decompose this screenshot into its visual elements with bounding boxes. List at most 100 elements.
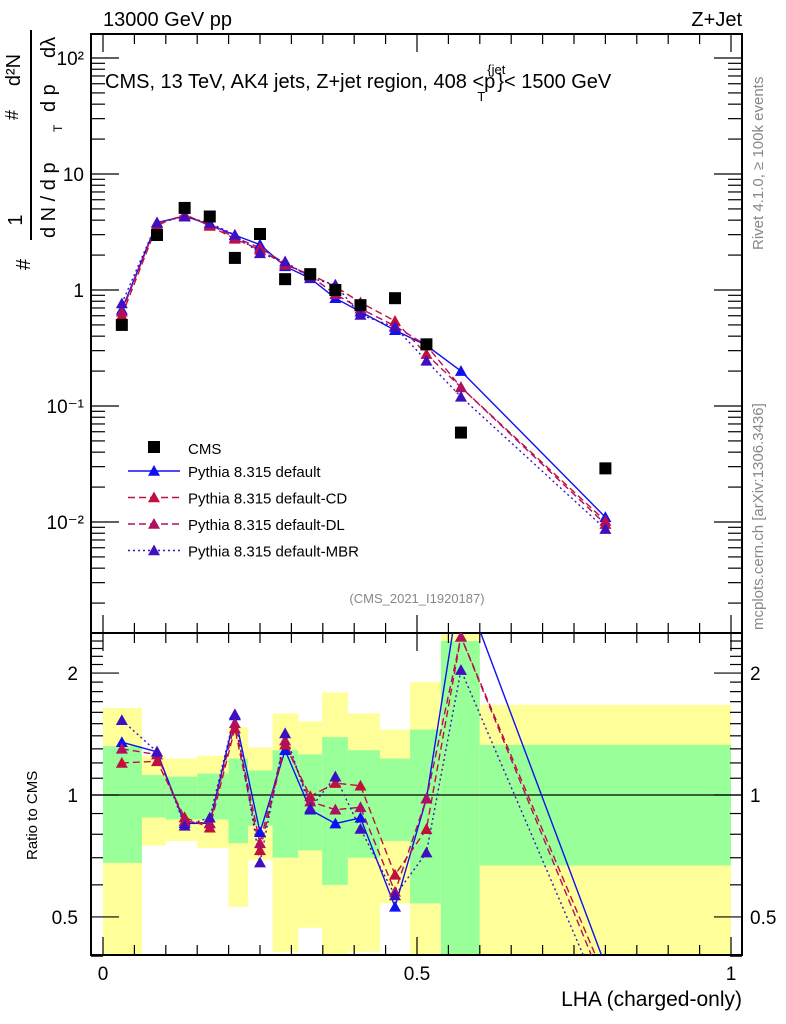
- series-marker: [254, 241, 266, 253]
- ratio-marker: [115, 756, 128, 768]
- ratio-marker: [115, 742, 128, 754]
- ratio-marker: [304, 802, 317, 814]
- y-tick-label: 10⁻¹: [47, 397, 85, 418]
- data-point: [178, 201, 191, 214]
- main-plot-marks: [115, 201, 612, 534]
- ratio-tick-label: 0.5: [52, 908, 78, 929]
- svg-text:dλ: dλ: [38, 37, 60, 58]
- legend: CMS Pythia 8.315 default Pythia 8.315 defa…: [128, 441, 359, 561]
- ratio-marker: [115, 736, 128, 748]
- series-marker: [115, 297, 128, 309]
- inner-band-bin: [141, 775, 166, 818]
- ratio-marker: [354, 811, 367, 823]
- y-tick-label: 10²: [57, 49, 84, 70]
- axis-ticks: [91, 34, 742, 957]
- inner-band-bin: [347, 750, 380, 858]
- ratio-plot-marks: [115, 574, 603, 955]
- ratio-tick-label: 1: [67, 786, 78, 807]
- inner-band-bin: [228, 758, 249, 844]
- x-tick-label: 0: [98, 964, 109, 985]
- ratio-panel-frame: [90, 632, 743, 956]
- ratio-marker: [354, 822, 367, 834]
- legend-marker-cms: [148, 441, 160, 453]
- y-axis-label: # 1 d N / d p T # d²N d p dλ: [2, 30, 65, 270]
- series-marker: [454, 390, 467, 402]
- series-marker: [279, 255, 292, 267]
- y-tick-label: 1: [73, 281, 84, 302]
- ratio-marker: [304, 795, 317, 807]
- ratio-marker: [420, 792, 433, 804]
- ratio-marker: [228, 717, 241, 729]
- inner-band-bin: [479, 744, 731, 866]
- series-marker: [454, 365, 467, 376]
- ratio-marker: [151, 755, 164, 767]
- ratio-y-label: Ratio to CMS: [24, 771, 41, 860]
- ratio-marker: [203, 817, 216, 829]
- mcplots-label: mcplots.cern.ch [arXiv:1306.3436]: [750, 403, 767, 630]
- y-tick-label: 10: [63, 165, 84, 186]
- inner-band-bin: [379, 758, 411, 841]
- svg-text:#: #: [13, 258, 35, 270]
- data-point: [228, 251, 241, 264]
- legend-label: Pythia 8.315 default: [188, 464, 321, 481]
- series-marker: [115, 305, 128, 317]
- ratio-marker: [455, 574, 467, 585]
- ratio-marker: [354, 779, 367, 791]
- ratio-marker: [454, 664, 467, 675]
- ratio-marker: [228, 708, 241, 720]
- ratio-marker: [115, 714, 128, 725]
- data-point: [203, 210, 216, 223]
- series-marker: [454, 381, 467, 393]
- ratio-marker: [279, 744, 292, 755]
- legend-label: Pythia 8.315 default-CD: [188, 491, 347, 508]
- ratio-marker: [279, 727, 292, 739]
- ratio-marker: [254, 844, 266, 856]
- inner-band-bin: [410, 729, 441, 904]
- data-point: [279, 273, 292, 286]
- ratio-marker: [420, 846, 433, 858]
- svg-text:T: T: [51, 124, 65, 132]
- series-marker: [599, 523, 612, 534]
- ratio-marker: [178, 819, 191, 831]
- plot-title: CMS, 13 TeV, AK4 jets, Z+jet region, 408…: [105, 62, 612, 104]
- series-marker: [354, 308, 367, 320]
- header-left: 13000 GeV pp: [103, 9, 232, 31]
- data-point: [115, 318, 128, 331]
- series-marker: [178, 210, 191, 222]
- legend-label: CMS: [188, 441, 221, 458]
- series-marker: [420, 354, 433, 366]
- ratio-tick-label-right: 0.5: [750, 908, 776, 929]
- svg-text:d p: d p: [38, 84, 60, 112]
- ratio-marker: [329, 770, 342, 782]
- ratio-marker: [420, 823, 433, 834]
- ratio-marker: [354, 801, 367, 813]
- ratio-tick-label-right: 2: [750, 664, 761, 685]
- series-marker: [228, 228, 241, 240]
- series-marker: [420, 348, 433, 359]
- data-point: [329, 284, 342, 296]
- ratio-marker: [254, 826, 266, 838]
- x-tick-label: 1: [726, 964, 737, 985]
- legend-label: Pythia 8.315 default-MBR: [188, 544, 359, 561]
- ratio-tick-label-right: 1: [750, 786, 761, 807]
- data-point: [420, 338, 433, 351]
- legend-marker: [148, 491, 160, 503]
- inner-band-bin: [440, 641, 480, 955]
- legend-marker: [148, 465, 160, 476]
- data-point: [354, 299, 367, 312]
- legend-label: Pythia 8.315 default-DL: [188, 517, 345, 534]
- ratio-tick-label: 2: [67, 664, 78, 685]
- data-point: [389, 292, 402, 305]
- ratio-marker: [254, 856, 266, 868]
- data-point: [151, 228, 164, 241]
- ratio-marker: [329, 777, 342, 788]
- ratio-marker: [254, 837, 266, 849]
- inner-band-bin: [272, 750, 299, 858]
- svg-text:#: #: [2, 110, 22, 120]
- tick-labels: 0 0.5 1 10² 10 1 10⁻¹ 10⁻² 2 2 1 1 0.5 0.5: [47, 49, 777, 985]
- legend-marker: [148, 518, 160, 529]
- svg-text:d²N: d²N: [3, 54, 25, 86]
- ratio-marker: [329, 803, 342, 815]
- svg-text:d N / d p: d N / d p: [38, 162, 60, 238]
